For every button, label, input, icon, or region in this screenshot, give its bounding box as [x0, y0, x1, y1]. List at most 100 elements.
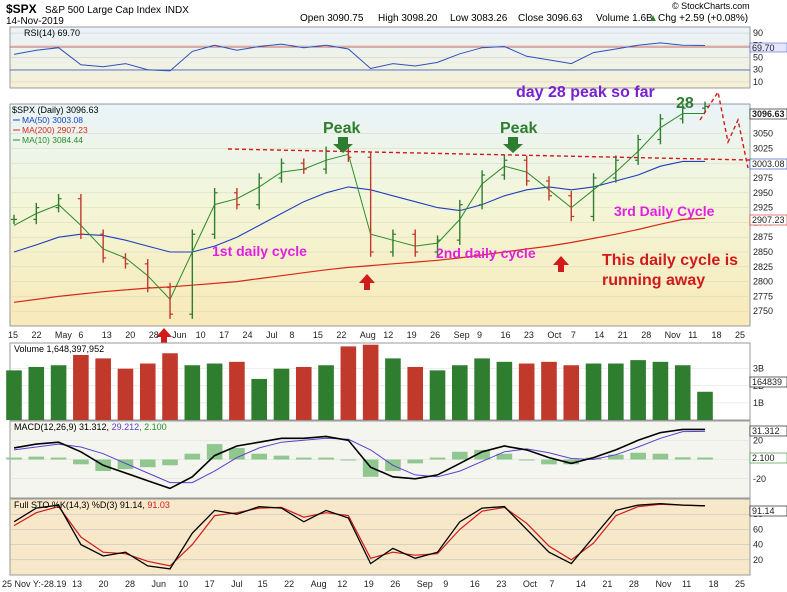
volume-bar	[95, 358, 111, 420]
macd-histogram-bar	[184, 453, 201, 460]
rsi-label: RSI(14) 69.70	[24, 28, 80, 38]
peak-label-1: Peak	[323, 120, 360, 137]
x-tick-label: 20	[125, 330, 135, 340]
low-value: Low 3083.26	[450, 13, 508, 24]
open-value: Open 3090.75	[300, 13, 364, 24]
volume-bar	[206, 363, 223, 420]
price-tick-label: 2875	[753, 232, 773, 242]
price-tick-label: 3025	[753, 143, 773, 153]
x-tick-label: 22	[31, 330, 41, 340]
macd-label: MACD(12,26,9) 31.312, 29.212, 2.100	[14, 422, 167, 432]
macd-histogram-bar	[452, 451, 468, 460]
runaway-line1: This daily cycle is	[602, 252, 738, 269]
volume-bar	[697, 391, 713, 420]
x-tick-label: 25	[735, 579, 745, 589]
volume-bar	[407, 366, 424, 420]
resistance-line	[227, 148, 751, 161]
macd-histogram-bar	[630, 452, 646, 460]
x-tick-label: 25	[735, 330, 745, 340]
price-tick-label: 2950	[753, 188, 773, 198]
macd-histogram-bar	[139, 459, 156, 468]
x-tick-label: 12	[383, 330, 393, 340]
x-tick-label: 22	[284, 579, 294, 589]
x-tick-label: Aug	[311, 579, 327, 589]
x-tick-label: 21	[602, 579, 612, 589]
volume-tick-label: 1B	[753, 398, 764, 408]
price-legend-title: $SPX (Daily) 3096.63	[12, 105, 99, 115]
rsi-tick-label: 90	[753, 28, 763, 38]
exchange: INDX	[165, 5, 189, 16]
macd-histogram-bar	[50, 457, 67, 460]
cycle1-label: 1st daily cycle	[212, 243, 307, 259]
ma50-price-tag: 3003.08	[752, 159, 785, 169]
x-tick-label: Jul	[266, 330, 278, 340]
macd-histogram-bar	[162, 459, 178, 466]
peak-label-2: Peak	[500, 120, 537, 137]
macd-histogram-bar	[407, 459, 424, 464]
x-tick-label: May	[55, 330, 73, 340]
x-tick-label: 16	[500, 330, 510, 340]
x-tick-label: Jun	[172, 330, 187, 340]
x-tick-label: Oct	[523, 579, 538, 589]
x-tick-label: Jun	[152, 579, 167, 589]
macd-histogram-bar	[73, 459, 89, 465]
macd-histogram-bar	[563, 459, 580, 465]
macd-histogram-bar	[652, 453, 669, 460]
watermark: © StockCharts.com	[672, 1, 750, 11]
x-tick-label: 10	[178, 579, 188, 589]
index-name: S&P 500 Large Cap Index	[45, 5, 161, 16]
change-arrow-icon: ▲	[648, 13, 658, 24]
runaway-line2: running away	[602, 272, 705, 289]
macd-hist-tag: 2.100	[752, 453, 775, 463]
ma50-line	[13, 160, 705, 253]
macd-tick-label: 20	[753, 435, 763, 445]
macd-histogram-bar	[273, 455, 290, 460]
x-tick-label: 26	[390, 579, 400, 589]
volume-bar	[340, 346, 357, 420]
macd-histogram-bar	[117, 459, 134, 470]
price-tick-label: 2800	[753, 277, 773, 287]
volume-bar	[273, 368, 290, 420]
volume-bar	[674, 365, 691, 420]
macd-tick-label: -20	[753, 474, 766, 484]
volume-bar	[541, 361, 557, 420]
volume-bar	[139, 363, 156, 420]
volume-bar	[184, 365, 201, 420]
x-tick-label: 9	[477, 330, 482, 340]
macd-histogram-bar	[674, 457, 691, 460]
sto-value-tag: 91.14	[752, 506, 775, 516]
close-value: Close 3096.63	[518, 13, 583, 24]
x-tick-label: 21	[618, 330, 628, 340]
x-tick-label: 28	[149, 330, 159, 340]
x-tick-label: 16	[470, 579, 480, 589]
price-tick-label: 2750	[753, 306, 773, 316]
x-tick-label: Nov	[655, 579, 672, 589]
x-tick-label: 18	[712, 330, 722, 340]
ma200-line	[13, 217, 706, 303]
x-tick-label: 17	[219, 330, 229, 340]
cycle3-label: 3rd Daily Cycle	[614, 203, 715, 219]
day-count-label: 28	[676, 95, 694, 112]
x-tick-label: 25 Nov Y:-28.19	[2, 579, 66, 589]
rsi-tick-label: 10	[753, 77, 763, 87]
sto-tick-label: 60	[753, 524, 763, 534]
macd-histogram-bar	[229, 447, 245, 460]
ma50-legend: MA(50) 3003.08	[22, 115, 83, 125]
rsi-tick-label: 30	[753, 65, 763, 75]
volume-label: Volume 1,648,397,952	[14, 344, 104, 354]
x-tick-label: 28	[641, 330, 651, 340]
macd-histogram-bar	[429, 457, 446, 460]
day28-annotation: day 28 peak so far	[516, 84, 655, 101]
volume-panel: 3B2B1B Volume 1,648,397,952 164839	[6, 342, 787, 421]
x-tick-label: 28	[629, 579, 639, 589]
volume-bar	[162, 353, 178, 420]
volume-bar	[518, 363, 535, 420]
symbol: $SPX	[6, 2, 37, 16]
volume-tick-label: 3B	[753, 364, 764, 374]
price-panel: 3050302530002975295029252900287528502825…	[9, 84, 787, 344]
price-tick-label: 3050	[753, 129, 773, 139]
x-tick-label: 23	[524, 330, 534, 340]
x-tick-label: Jul	[231, 579, 243, 589]
sto-label: Full STO %K(14,3) %D(3) 91.14, 91.03	[14, 500, 170, 510]
macd-histogram-bar	[474, 449, 490, 460]
